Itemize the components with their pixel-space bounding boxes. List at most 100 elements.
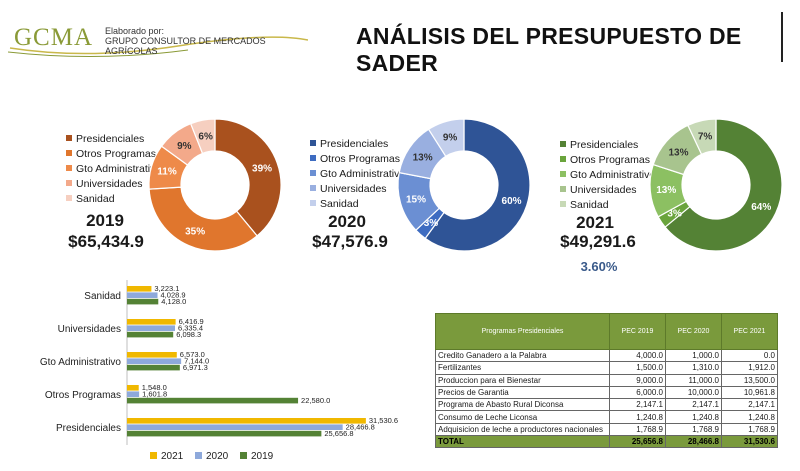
table-total-cell: 31,530.6 xyxy=(721,435,778,449)
table-cell: 2,147.1 xyxy=(665,398,722,412)
legend-item: Presidenciales xyxy=(560,138,655,153)
bar-value-label: 28,466.8 xyxy=(346,423,375,432)
bar-2021-4 xyxy=(127,385,139,391)
pec-table: Programas Presidenciales PEC 2019 PEC 20… xyxy=(435,313,778,449)
donut-label-2020-2: 3% xyxy=(424,218,439,229)
table-cell: Produccion para el Bienestar xyxy=(435,373,610,387)
bar-value-label: 1,548.0 xyxy=(142,383,167,392)
donut-label-2020-3: 15% xyxy=(406,194,426,205)
table-cell: Programa de Abasto Rural Diconsa xyxy=(435,398,610,412)
donut-label-2020-1: 60% xyxy=(502,196,522,207)
legend-label: Gto Administrativo xyxy=(76,163,162,175)
bar-2020-5 xyxy=(127,424,343,430)
table-header-row: Programas Presidenciales PEC 2019 PEC 20… xyxy=(435,313,778,350)
donut-label-2020-4: 13% xyxy=(413,152,433,163)
table-cell: 1,768.9 xyxy=(609,422,666,437)
legend-item: Otros Programas xyxy=(560,153,655,168)
table-cell: 1,240.8 xyxy=(609,410,666,424)
legend-swatch xyxy=(560,156,566,162)
bar-value-label: 6,416.9 xyxy=(179,317,204,326)
table-total-label: TOTAL xyxy=(435,435,610,449)
donut-label-2021-2: 3% xyxy=(667,209,682,220)
legend-item: Gto Administrativo xyxy=(560,168,655,183)
year-2019: 2019 xyxy=(86,211,124,230)
donut-chart-2019: 39% 35% 11% 9% 6% xyxy=(148,118,282,252)
bar-legend-label: 2021 xyxy=(161,451,184,462)
table-header-pec2019: PEC 2019 xyxy=(609,313,666,350)
bar-category-label: Gto Administrativo xyxy=(40,357,122,368)
bar-value-label: 4,128.0 xyxy=(161,297,186,306)
table-cell: Fertilizantes xyxy=(435,361,610,375)
donut-label-2019-4: 9% xyxy=(177,141,192,152)
donut-slice-2021-5 xyxy=(687,118,717,156)
donut-slice-2019-1 xyxy=(214,118,282,237)
bar-value-label: 6,098.3 xyxy=(176,330,201,339)
table-cell: Credito Ganadero a la Palabra xyxy=(435,348,610,363)
bar-2020-3 xyxy=(127,358,182,364)
logo: GCMA Elaborado por: GRUPO CONSULTOR DE M… xyxy=(8,18,308,62)
legend-swatch xyxy=(560,141,566,147)
donut-slice-2019-2 xyxy=(148,186,258,252)
donut-label-2019-1: 39% xyxy=(252,164,272,175)
bar-2019-2 xyxy=(127,331,174,338)
growth-2021: 3.60% xyxy=(580,259,618,274)
bar-2020-2 xyxy=(127,325,175,331)
table-cell: 10,961.8 xyxy=(721,385,778,400)
year-2020: 2020 xyxy=(328,212,366,231)
donut-chart-2021: 64% 3% 13% 13% 7% xyxy=(649,118,783,252)
donut-slice-2020-5 xyxy=(427,118,465,158)
legend-item: Otros Programas xyxy=(310,152,405,167)
bar-category-label: Universidades xyxy=(58,324,121,335)
table-cell: 1,768.9 xyxy=(665,422,722,437)
bar-2020-1 xyxy=(127,292,158,298)
logo-swoosh xyxy=(8,36,308,58)
table-header-pec2020: PEC 2020 xyxy=(665,313,722,350)
donut-label-2019-3: 11% xyxy=(157,167,177,178)
legend-swatch xyxy=(560,186,566,192)
bar-category-label: Presidenciales xyxy=(56,423,121,434)
table-cell: 0.0 xyxy=(721,348,778,363)
bar-value-label: 4,028.9 xyxy=(161,291,186,300)
table-row: Credito Ganadero a la Palabra 4,000.0 1,… xyxy=(435,348,778,363)
table-row: Programa de Abasto Rural Diconsa 2,147.1… xyxy=(435,398,778,412)
table-cell: 9,000.0 xyxy=(609,373,666,387)
legend-item: Universidades xyxy=(310,182,405,197)
bar-value-label: 6,971.3 xyxy=(183,363,208,372)
table-cell: 2,147.1 xyxy=(609,398,666,412)
bar-value-label: 1,601.8 xyxy=(142,390,167,399)
bar-value-label: 6,335.4 xyxy=(178,324,203,333)
logo-text: GCMA xyxy=(14,24,94,51)
legend-label: Universidades xyxy=(570,184,637,196)
legend-item: Presidenciales xyxy=(310,137,405,152)
legend-item: Presidenciales xyxy=(66,132,161,147)
total-2021: $49,291.6 xyxy=(560,232,636,251)
bar-value-label: 31,530.6 xyxy=(369,416,398,425)
bar-legend-swatch xyxy=(150,452,157,459)
legend-item: Sanidad xyxy=(560,198,655,213)
legend-swatch xyxy=(310,155,316,161)
donut-slice-2021-1 xyxy=(664,118,783,252)
bar-legend-label: 2020 xyxy=(206,451,229,462)
table-header-pec2021: PEC 2021 xyxy=(721,313,778,350)
table-cell: 13,500.0 xyxy=(721,373,778,387)
year-2021: 2021 xyxy=(576,213,614,232)
legend-label: Presidenciales xyxy=(570,139,639,151)
bar-value-label: 3,223.1 xyxy=(154,284,179,293)
bar-2021-5 xyxy=(127,418,366,424)
legend-label: Sanidad xyxy=(320,198,359,210)
table-row: Adquisicion de leche a productores nacio… xyxy=(435,422,778,437)
donut-label-2019-2: 35% xyxy=(185,226,205,237)
legend-label: Presidenciales xyxy=(320,138,389,150)
bar-2021-3 xyxy=(127,352,177,358)
table-header-programas: Programas Presidenciales xyxy=(435,313,610,350)
legend-item: Universidades xyxy=(66,177,161,192)
table-cell: 2,147.1 xyxy=(721,398,778,412)
table-row: Precios de Garantia 6,000.0 10,000.0 10,… xyxy=(435,385,778,400)
bar-2019-4 xyxy=(127,397,299,404)
legend-swatch xyxy=(310,200,316,206)
donut-slice-2019-5 xyxy=(189,118,216,155)
bar-2020-4 xyxy=(127,391,140,397)
legend-label: Sanidad xyxy=(570,199,609,211)
legend-label: Gto Administrativo xyxy=(320,168,406,180)
legend-2021: Presidenciales Otros Programas Gto Adminis… xyxy=(560,138,655,213)
